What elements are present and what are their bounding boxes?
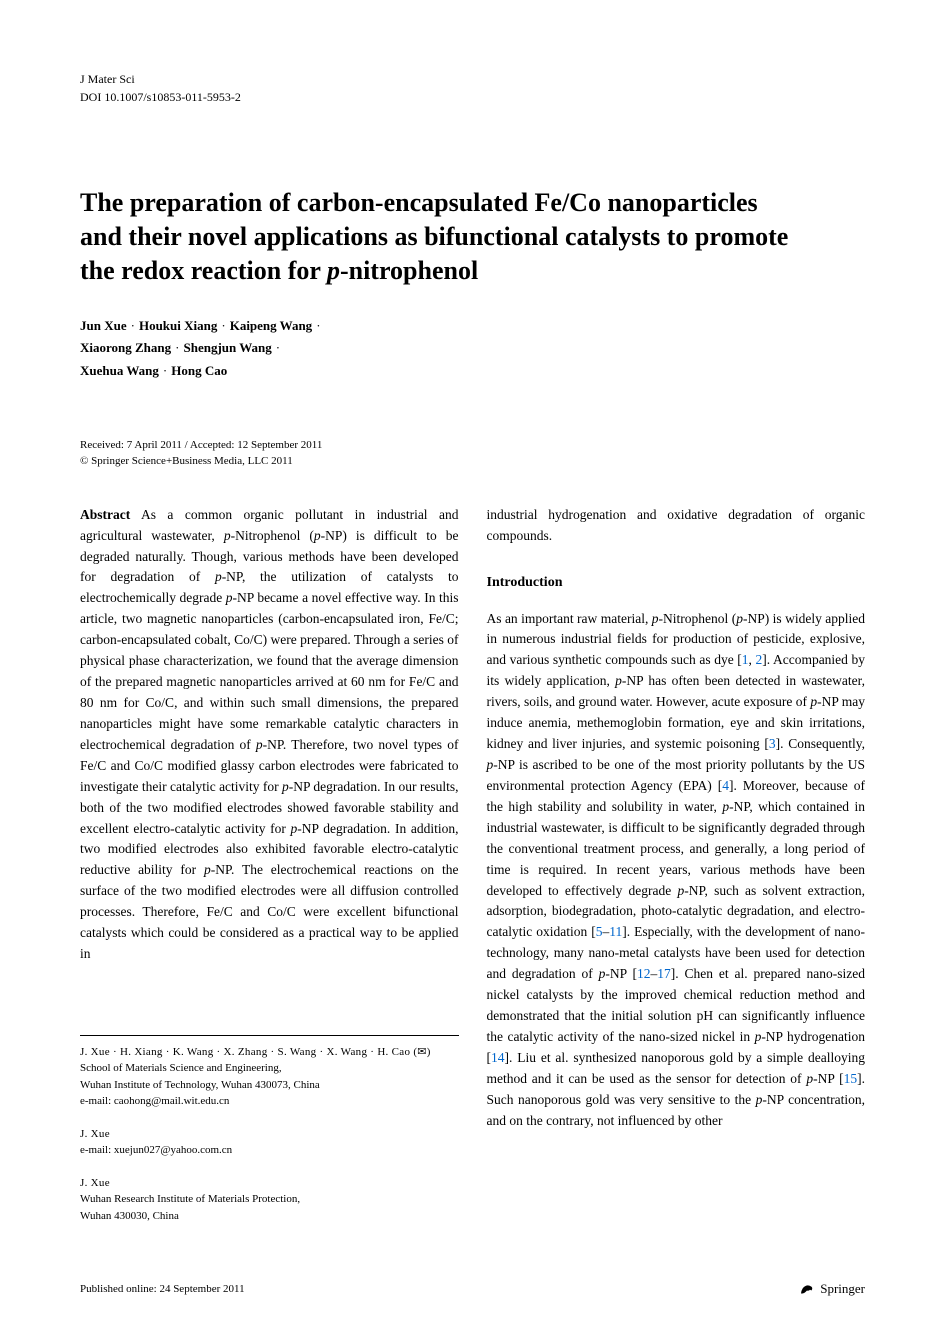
- affil-names-2: J. Xue: [80, 1126, 459, 1143]
- reference-link[interactable]: 1: [742, 652, 749, 667]
- introduction-paragraph: As an important raw material, p-Nitrophe…: [487, 609, 866, 1132]
- doi: DOI 10.1007/s10853-011-5953-2: [80, 88, 865, 106]
- abstract-label: Abstract: [80, 507, 130, 522]
- authors-list: Jun Xue · Houkui Xiang · Kaipeng Wang · …: [80, 315, 865, 381]
- reference-link[interactable]: 17: [657, 966, 671, 981]
- reference-link[interactable]: 15: [844, 1071, 858, 1086]
- reference-link[interactable]: 14: [491, 1050, 505, 1065]
- author-name: Shengjun Wang: [184, 340, 272, 355]
- article-dates: Received: 7 April 2011 / Accepted: 12 Se…: [80, 437, 865, 470]
- author-name: Houkui Xiang: [139, 318, 217, 333]
- affil-line: School of Materials Science and Engineer…: [80, 1060, 459, 1077]
- author-separator: ·: [316, 315, 320, 337]
- affil-line: Wuhan 430030, China: [80, 1208, 459, 1225]
- affil-line: Wuhan Research Institute of Materials Pr…: [80, 1191, 459, 1208]
- left-column: Abstract As a common organic pollutant i…: [80, 505, 459, 1241]
- author-separator: ·: [175, 337, 179, 359]
- affil-email: e-mail: xuejun027@yahoo.com.cn: [80, 1142, 459, 1159]
- affiliations: J. Xue · H. Xiang · K. Wang · X. Zhang ·…: [80, 1035, 459, 1225]
- journal-header: J Mater Sci DOI 10.1007/s10853-011-5953-…: [80, 70, 865, 106]
- reference-link[interactable]: 4: [722, 778, 729, 793]
- reference-link[interactable]: 3: [769, 736, 776, 751]
- author-separator: ·: [221, 315, 225, 337]
- affiliation-block-3: J. Xue Wuhan Research Institute of Mater…: [80, 1175, 459, 1225]
- affil-line: Wuhan Institute of Technology, Wuhan 430…: [80, 1077, 459, 1094]
- abstract-paragraph: Abstract As a common organic pollutant i…: [80, 505, 459, 965]
- content-columns: Abstract As a common organic pollutant i…: [80, 505, 865, 1241]
- affiliation-block-1: J. Xue · H. Xiang · K. Wang · X. Zhang ·…: [80, 1035, 459, 1110]
- author-separator: ·: [163, 360, 167, 382]
- publisher-logo: Springer: [798, 1280, 865, 1298]
- affiliation-block-2: J. Xue e-mail: xuejun027@yahoo.com.cn: [80, 1126, 459, 1159]
- reference-link[interactable]: 11: [609, 924, 622, 939]
- publisher-name: Springer: [820, 1281, 865, 1297]
- reference-link[interactable]: 2: [756, 652, 763, 667]
- reference-link[interactable]: 12: [637, 966, 651, 981]
- author-name: Xuehua Wang: [80, 363, 159, 378]
- journal-name: J Mater Sci: [80, 70, 865, 88]
- abstract-continuation: industrial hydrogenation and oxidative d…: [487, 505, 866, 547]
- published-online: Published online: 24 September 2011: [80, 1283, 245, 1295]
- author-separator: ·: [276, 337, 280, 359]
- page-footer: Published online: 24 September 2011 Spri…: [80, 1280, 865, 1298]
- springer-horse-icon: [798, 1280, 816, 1298]
- author-name: Jun Xue: [80, 318, 127, 333]
- right-column: industrial hydrogenation and oxidative d…: [487, 505, 866, 1241]
- affil-names-3: J. Xue: [80, 1175, 459, 1192]
- copyright: © Springer Science+Business Media, LLC 2…: [80, 453, 865, 470]
- author-name: Kaipeng Wang: [230, 318, 312, 333]
- article-title: The preparation of carbon-encapsulated F…: [80, 186, 865, 287]
- author-name: Xiaorong Zhang: [80, 340, 171, 355]
- affil-names-1: J. Xue · H. Xiang · K. Wang · X. Zhang ·…: [80, 1044, 459, 1061]
- author-name: Hong Cao: [171, 363, 227, 378]
- affil-email: e-mail: caohong@mail.wit.edu.cn: [80, 1093, 459, 1110]
- reference-link[interactable]: 5: [596, 924, 603, 939]
- received-accepted: Received: 7 April 2011 / Accepted: 12 Se…: [80, 437, 865, 454]
- introduction-heading: Introduction: [487, 575, 866, 591]
- author-separator: ·: [131, 315, 135, 337]
